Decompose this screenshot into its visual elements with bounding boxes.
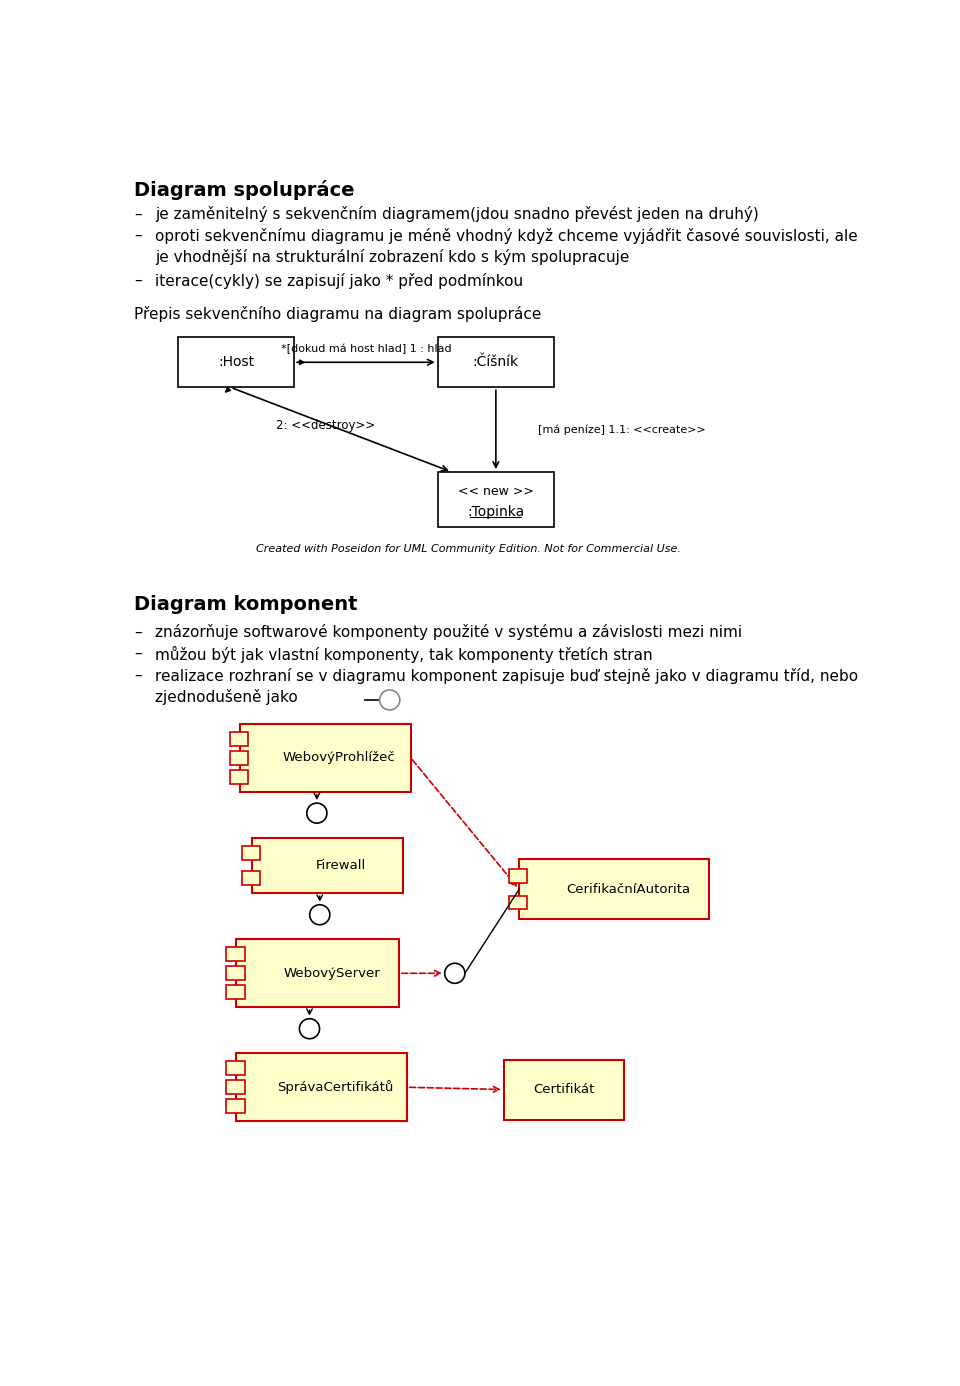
Text: zjednodušeně jako: zjednodušeně jako	[155, 689, 298, 705]
Bar	[240, 723, 411, 791]
Text: je zaměnitelný s sekvenčním diagramem(jdou snadno převést jeden na druhý): je zaměnitelný s sekvenčním diagramem(jd…	[155, 207, 758, 222]
Text: :Topinka: :Topinka	[468, 505, 524, 518]
Text: Diagram spolupráce: Diagram spolupráce	[134, 180, 354, 200]
Bar	[438, 473, 554, 528]
Text: –: –	[134, 625, 141, 639]
Bar	[242, 870, 260, 884]
Text: iterace(cykly) se zapisují jako * před podmínkou: iterace(cykly) se zapisují jako * před p…	[155, 273, 523, 288]
Text: realizace rozhraní se v diagramu komponent zapisuje buď stejně jako v diagramu t: realizace rozhraní se v diagramu kompone…	[155, 668, 858, 683]
Text: 2: <<destroy>>: 2: <<destroy>>	[276, 420, 375, 432]
Bar	[236, 1053, 407, 1121]
Bar	[509, 895, 527, 909]
Text: CerifikačníAutorita: CerifikačníAutorita	[566, 883, 690, 895]
Circle shape	[379, 690, 399, 710]
Circle shape	[307, 802, 327, 823]
Text: Přepis sekvenčního diagramu na diagram spolupráce: Přepis sekvenčního diagramu na diagram s…	[134, 306, 541, 323]
Text: Created with Poseidon for UML Community Edition. Not for Commercial Use.: Created with Poseidon for UML Community …	[256, 545, 682, 554]
Bar	[226, 1062, 245, 1076]
Text: oproti sekvenčnímu diagramu je méně vhodný když chceme vyjádřit časové souvislos: oproti sekvenčnímu diagramu je méně vhod…	[155, 227, 857, 244]
Bar	[519, 859, 709, 919]
Bar	[226, 1099, 245, 1113]
Bar	[236, 940, 399, 1008]
Text: –: –	[134, 273, 141, 287]
Text: Diagram komponent: Diagram komponent	[134, 595, 357, 614]
Bar	[226, 948, 245, 962]
Bar	[229, 751, 249, 765]
Text: Firewall: Firewall	[316, 859, 367, 872]
Bar	[504, 1059, 624, 1120]
Bar	[226, 1080, 245, 1094]
Text: << new >>: << new >>	[458, 485, 534, 498]
Bar	[226, 985, 245, 999]
Text: SprávaCertifikátů: SprávaCertifikátů	[277, 1080, 394, 1094]
Text: můžou být jak vlastní komponenty, tak komponenty třetích stran: můžou být jak vlastní komponenty, tak ko…	[155, 646, 653, 663]
Circle shape	[300, 1019, 320, 1038]
Text: Certifikát: Certifikát	[533, 1082, 594, 1096]
Text: :Host: :Host	[218, 355, 254, 369]
Bar	[179, 337, 295, 387]
Bar	[438, 337, 554, 387]
Bar	[229, 732, 249, 746]
Text: –: –	[134, 668, 141, 682]
Bar	[509, 869, 527, 883]
Text: :Číšník: :Číšník	[473, 355, 519, 369]
Text: WebovýServer: WebovýServer	[283, 967, 380, 980]
Text: je vhodnější na strukturální zobrazení kdo s kým spolupracuje: je vhodnější na strukturální zobrazení k…	[155, 249, 629, 266]
Bar	[242, 847, 260, 861]
Text: –: –	[134, 207, 141, 222]
Text: *[dokud má host hlad] 1 : hlad: *[dokud má host hlad] 1 : hlad	[280, 344, 451, 355]
Text: [má peníze] 1.1: <<create>>: [má peníze] 1.1: <<create>>	[539, 424, 707, 435]
Circle shape	[444, 963, 465, 983]
Circle shape	[310, 905, 330, 924]
Text: znázorňuje softwarové komponenty použité v systému a závislosti mezi nimi: znázorňuje softwarové komponenty použité…	[155, 625, 742, 640]
Bar	[252, 837, 403, 893]
Bar	[229, 769, 249, 783]
Text: WebovýProhlížeč: WebovýProhlížeč	[283, 751, 396, 764]
Text: –: –	[134, 227, 141, 243]
Text: –: –	[134, 646, 141, 661]
Bar	[226, 966, 245, 980]
